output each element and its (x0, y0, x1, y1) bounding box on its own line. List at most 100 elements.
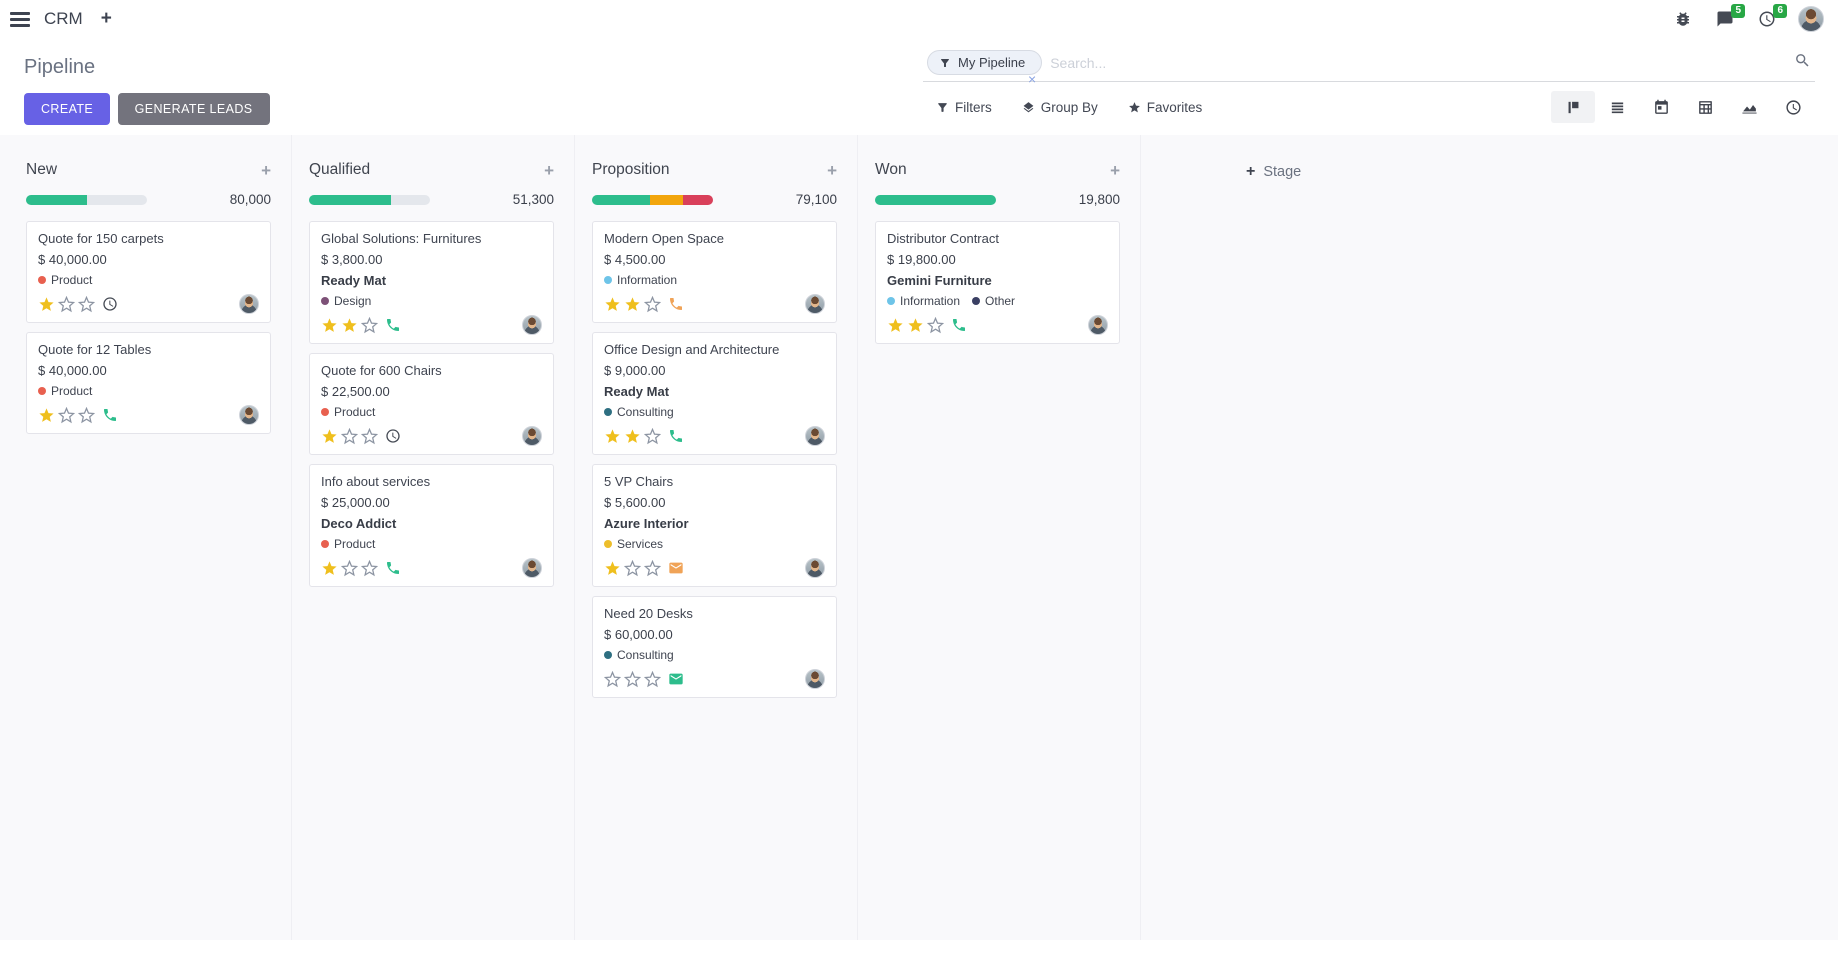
star-filled-icon[interactable] (907, 317, 924, 334)
kanban-card[interactable]: Global Solutions: Furnitures $ 3,800.00 Re… (309, 221, 554, 344)
kanban-card[interactable]: Distributor Contract $ 19,800.00 Gemini Fu… (875, 221, 1120, 344)
star-empty-icon[interactable] (361, 316, 378, 334)
activity-phone-icon[interactable] (385, 317, 401, 333)
bug-icon[interactable] (1672, 8, 1694, 30)
star-empty-icon[interactable] (604, 670, 621, 688)
activity-phone-icon[interactable] (668, 428, 684, 444)
navbar-add-icon[interactable]: + (100, 8, 112, 29)
generate-leads-button[interactable]: GENERATE LEADS (117, 93, 270, 125)
filters-menu-button[interactable]: Filters (936, 100, 992, 115)
view-switcher-pivot[interactable] (1683, 91, 1727, 123)
star-empty-icon[interactable] (644, 670, 661, 688)
salesperson-avatar[interactable] (522, 426, 542, 446)
priority-stars (604, 559, 661, 577)
salesperson-avatar[interactable] (1088, 315, 1108, 335)
add-record-button[interactable]: + (1110, 160, 1120, 180)
search-input[interactable] (1050, 54, 1794, 71)
activity-phone-icon[interactable] (668, 296, 684, 312)
user-avatar[interactable] (1798, 6, 1824, 32)
kanban-card[interactable]: Office Design and Architecture $ 9,000.00… (592, 332, 837, 455)
star-empty-icon[interactable] (644, 559, 661, 577)
star-filled-icon[interactable] (321, 560, 338, 577)
create-button[interactable]: CREATE (24, 93, 111, 125)
activity-mail-icon[interactable] (668, 560, 684, 576)
messages-icon[interactable]: 5 (1714, 4, 1745, 30)
activity-phone-icon[interactable] (102, 407, 118, 423)
star-filled-icon[interactable] (624, 428, 641, 445)
view-switcher-calendar[interactable] (1639, 91, 1683, 123)
facet-remove-icon[interactable]: × (1028, 71, 1037, 87)
star-empty-icon[interactable] (361, 427, 378, 445)
star-empty-icon[interactable] (78, 406, 95, 424)
activity-mail-icon[interactable] (668, 671, 684, 687)
column-progressbar[interactable] (26, 194, 147, 205)
star-filled-icon[interactable] (604, 296, 621, 313)
star-filled-icon[interactable] (38, 296, 55, 313)
star-empty-icon[interactable] (341, 559, 358, 577)
kanban-card[interactable]: Quote for 150 carpets $ 40,000.00 Product (26, 221, 271, 323)
view-switcher-list[interactable] (1595, 91, 1639, 123)
star-empty-icon[interactable] (624, 670, 641, 688)
view-switcher-graph[interactable] (1727, 91, 1771, 123)
star-filled-icon[interactable] (341, 317, 358, 334)
progress-segment-green[interactable] (875, 194, 996, 205)
star-filled-icon[interactable] (624, 296, 641, 313)
star-empty-icon[interactable] (644, 295, 661, 313)
kanban-card[interactable]: 5 VP Chairs $ 5,600.00 Azure Interior Servi… (592, 464, 837, 587)
progress-segment-green[interactable] (26, 194, 87, 205)
salesperson-avatar[interactable] (805, 426, 825, 446)
favorites-menu-button[interactable]: Favorites (1128, 100, 1202, 115)
star-empty-icon[interactable] (927, 316, 944, 334)
star-filled-icon[interactable] (321, 428, 338, 445)
star-empty-icon[interactable] (644, 427, 661, 445)
column-progressbar[interactable] (592, 194, 713, 205)
progress-segment-green[interactable] (309, 194, 392, 205)
star-filled-icon[interactable] (321, 317, 338, 334)
column-progressbar[interactable] (875, 194, 996, 205)
kanban-card[interactable]: Quote for 12 Tables $ 40,000.00 Product (26, 332, 271, 434)
progress-segment-red[interactable] (682, 194, 713, 205)
add-record-button[interactable]: + (544, 160, 554, 180)
star-filled-icon[interactable] (38, 407, 55, 424)
salesperson-avatar[interactable] (522, 558, 542, 578)
menu-hamburger-icon[interactable] (10, 11, 30, 27)
progress-segment-orange[interactable] (650, 194, 683, 205)
search-facet-my-pipeline[interactable]: My Pipeline (927, 50, 1043, 75)
star-empty-icon[interactable] (361, 559, 378, 577)
view-switcher-kanban[interactable] (1551, 91, 1595, 123)
star-filled-icon[interactable] (604, 428, 621, 445)
kanban-card[interactable]: Need 20 Desks $ 60,000.00 Consulting (592, 596, 837, 698)
column-title: New (26, 161, 58, 178)
activity-phone-icon[interactable] (385, 560, 401, 576)
activity-phone-icon[interactable] (951, 317, 967, 333)
star-empty-icon[interactable] (78, 295, 95, 313)
star-filled-icon[interactable] (604, 560, 621, 577)
search-icon[interactable] (1794, 52, 1811, 74)
filters-label: Filters (955, 99, 992, 115)
column-progressbar[interactable] (309, 194, 430, 205)
salesperson-avatar[interactable] (522, 315, 542, 335)
kanban-card[interactable]: Modern Open Space $ 4,500.00 Information (592, 221, 837, 323)
salesperson-avatar[interactable] (805, 294, 825, 314)
app-name[interactable]: CRM (44, 9, 83, 28)
star-empty-icon[interactable] (58, 406, 75, 424)
add-record-button[interactable]: + (827, 160, 837, 180)
salesperson-avatar[interactable] (239, 294, 259, 314)
view-switcher-activity[interactable] (1771, 91, 1815, 123)
group-by-menu-button[interactable]: Group By (1022, 100, 1098, 115)
star-empty-icon[interactable] (58, 295, 75, 313)
kanban-card[interactable]: Info about services $ 25,000.00 Deco Addic… (309, 464, 554, 587)
salesperson-avatar[interactable] (805, 669, 825, 689)
salesperson-avatar[interactable] (239, 405, 259, 425)
activity-clock-icon[interactable] (385, 428, 401, 444)
star-filled-icon[interactable] (887, 317, 904, 334)
salesperson-avatar[interactable] (805, 558, 825, 578)
activities-clock-icon[interactable]: 6 (1756, 4, 1787, 30)
star-empty-icon[interactable] (341, 427, 358, 445)
add-stage-button[interactable]: + Stage (1246, 163, 1301, 181)
kanban-card[interactable]: Quote for 600 Chairs $ 22,500.00 Product (309, 353, 554, 455)
progress-segment-green[interactable] (592, 194, 651, 205)
add-record-button[interactable]: + (261, 160, 271, 180)
activity-clock-icon[interactable] (102, 296, 118, 312)
star-empty-icon[interactable] (624, 559, 641, 577)
